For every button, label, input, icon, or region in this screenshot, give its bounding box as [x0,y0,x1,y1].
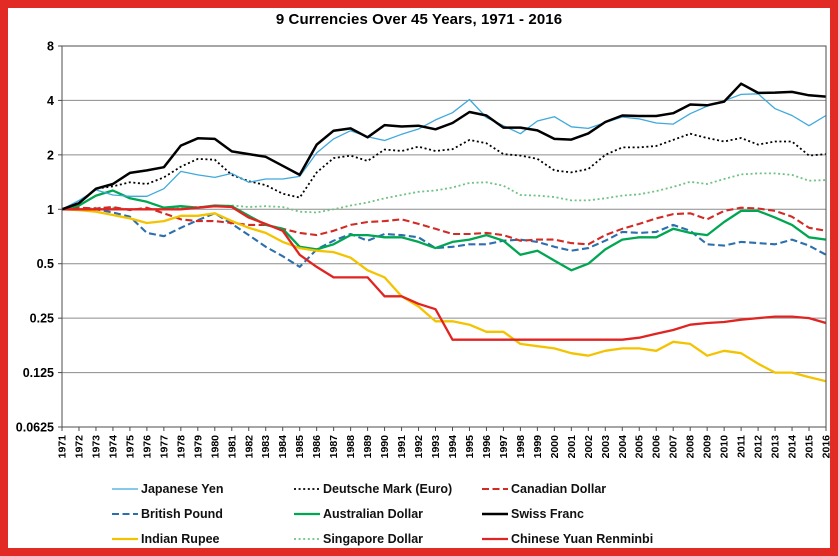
series-line-japanese-yen [61,93,827,210]
legend-label: Chinese Yuan Renminbi [511,532,654,546]
x-axis-label: 2011 [736,435,748,458]
x-axis-label: 2006 [651,435,663,459]
x-axis-label: 1981 [226,435,238,459]
x-axis-label: 1997 [498,435,510,459]
x-axis-label: 1985 [294,435,306,459]
x-axis-label: 2000 [549,435,561,459]
y-axis-label: 0.25 [30,312,54,326]
legend-label: Japanese Yen [141,482,224,496]
x-axis-label: 1986 [311,435,323,459]
chart-legend: Japanese Yen Deutsche Mark (Euro) Canadian… [112,478,722,550]
legend-item-japanese-yen: Japanese Yen [112,478,294,500]
x-axis-label: 1973 [90,435,102,459]
x-axis-label: 1978 [175,435,187,459]
series-line-chinese-yuan-renminbi [62,205,827,341]
legend-marker-canadian-dollar [482,487,508,491]
legend-marker-indian-rupee [112,537,138,541]
legend-marker-british-pound [112,512,138,516]
series-line-singapore-dollar [62,172,827,214]
x-axis-label: 2009 [702,435,714,459]
x-axis-label: 1991 [396,435,408,459]
x-axis-label: 1974 [107,435,119,459]
y-axis-label: 0.0625 [16,421,54,435]
series-line-australian-dollar [61,189,827,272]
x-axis-label: 1971 [57,435,69,459]
x-axis-label: 1996 [481,435,493,459]
x-axis-label: 2004 [617,435,629,459]
series-line-deutsche-mark-euro [61,132,827,211]
legend-marker-chinese-yuan-renminbi [482,537,508,541]
x-axis-label: 1972 [73,435,85,459]
x-axis-label: 1993 [430,435,442,459]
x-axis-label: 1984 [277,435,289,459]
x-axis-label: 1979 [192,435,204,459]
x-axis-label: 1994 [447,435,459,459]
x-axis-label: 1992 [413,435,425,459]
y-axis-label: 8 [47,40,54,54]
x-axis-label: 1990 [379,435,391,459]
legend-item-singapore-dollar: Singapore Dollar [294,528,482,550]
x-axis-label: 2010 [719,435,731,459]
x-axis-label: 2005 [634,435,646,459]
y-axis-label: 0.5 [37,257,54,271]
x-axis-label: 2001 [566,435,578,459]
x-axis-label: 2003 [600,435,612,459]
x-axis-label: 2013 [770,435,782,459]
series-line-swiss-franc [61,82,827,211]
legend-label: Deutsche Mark (Euro) [323,482,453,496]
legend-marker-swiss-franc [482,512,508,516]
x-axis-label: 1982 [243,435,255,459]
series-line-british-pound [61,206,827,268]
legend-item-chinese-yuan-renminbi: Chinese Yuan Renminbi [482,528,722,550]
x-axis-label: 1999 [532,435,544,459]
legend-item-australian-dollar: Australian Dollar [294,503,482,525]
x-axis-label: 1976 [141,435,153,459]
x-axis-label: 2007 [668,435,680,459]
x-axis-label: 1989 [362,435,374,459]
legend-label: British Pound [141,507,223,521]
y-axis-label: 0.125 [23,366,54,380]
x-axis-label: 1983 [260,435,272,459]
x-axis-label: 2012 [753,435,765,459]
legend-label: Singapore Dollar [323,532,424,546]
legend-label: Indian Rupee [141,532,220,546]
x-axis-label: 1988 [345,435,357,459]
x-axis-label: 1998 [515,435,527,459]
series-line-indian-rupee [61,208,827,383]
legend-item-deutsche-mark-euro: Deutsche Mark (Euro) [294,478,482,500]
legend-item-british-pound: British Pound [112,503,294,525]
series-line-canadian-dollar [61,205,827,246]
legend-label: Canadian Dollar [511,482,607,496]
legend-marker-japanese-yen [112,488,138,490]
legend-label: Australian Dollar [323,507,424,521]
x-axis-label: 2008 [685,435,697,459]
legend-item-canadian-dollar: Canadian Dollar [482,478,722,500]
x-axis-label: 1975 [124,435,136,459]
x-axis-label: 2002 [583,435,595,459]
legend-marker-australian-dollar [294,512,320,516]
y-axis-label: 4 [47,94,54,108]
y-axis-label: 1 [47,203,54,217]
x-axis-label: 1995 [464,435,476,459]
legend-marker-deutsche-mark-euro [294,488,320,490]
x-axis-label: 2016 [821,435,833,459]
x-axis-label: 1977 [158,435,170,459]
plot-border [61,45,827,428]
chart-title: 9 Currencies Over 45 Years, 1971 - 2016 [275,11,563,28]
legend-item-swiss-franc: Swiss Franc [482,503,722,525]
legend-label: Swiss Franc [511,507,584,521]
y-axis-label: 2 [47,148,54,162]
x-axis-label: 2014 [787,435,799,459]
legend-marker-singapore-dollar [294,538,320,540]
legend-item-indian-rupee: Indian Rupee [112,528,294,550]
x-axis-label: 2015 [804,435,816,459]
x-axis-label: 1987 [328,435,340,459]
x-axis-label: 1980 [209,435,221,459]
